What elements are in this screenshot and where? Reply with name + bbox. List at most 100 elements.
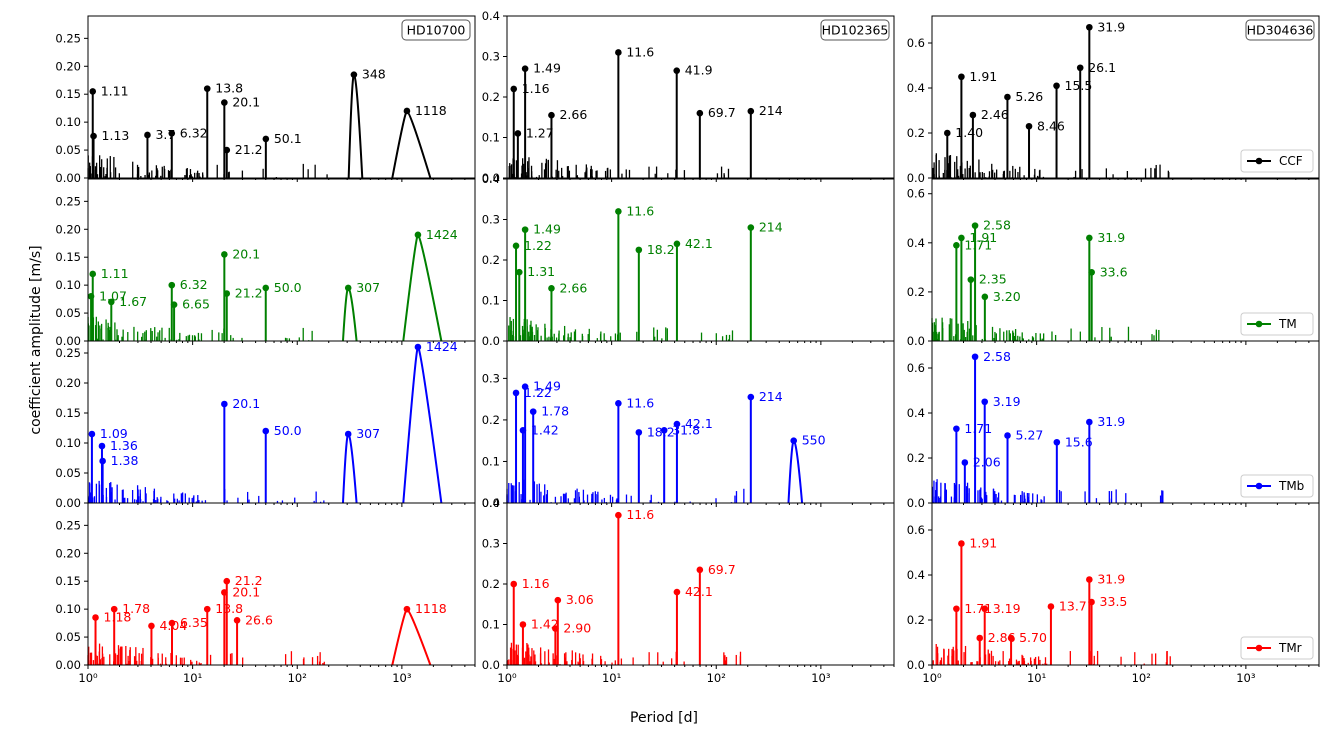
peak-label: 11.6: [626, 203, 654, 218]
peak-label: 2.46: [981, 107, 1009, 122]
peak-label: 15.6: [1065, 434, 1093, 449]
peak-label: 31.9: [1097, 572, 1125, 587]
star-label: HD10700: [407, 23, 466, 38]
peak-label: 6.35: [180, 615, 208, 630]
y-tick-label: 0.20: [55, 59, 81, 73]
peak-marker: [108, 298, 115, 306]
legend-marker: [1255, 482, 1263, 490]
peak-marker: [971, 222, 979, 229]
y-tick-label: 0.6: [907, 36, 925, 50]
y-tick-label: 0.00: [55, 171, 81, 185]
peak-marker: [519, 427, 527, 434]
peak-label: 69.7: [708, 562, 736, 577]
panel-HD304636-TMb: 2.58 3.191.71 2.06 5.27 15.6 31.9 0.0 0.2 0.4 0.6…: [907, 340, 1320, 510]
x-axis-label: Period [d]: [630, 710, 698, 726]
y-tick-label: 0.0: [482, 658, 500, 672]
peak-label: 69.7: [708, 105, 736, 120]
peak-label: 1.40: [955, 125, 983, 140]
peak-envelope: [402, 345, 443, 504]
peak-marker: [615, 511, 622, 519]
panel-HD304636-CCF: 1.91 1.40 2.46 5.26 8.46 15.5 26.1 31.9 0.0 0.2 0.…: [907, 15, 1320, 185]
noise-spikes: [508, 317, 734, 341]
peak-marker: [99, 457, 106, 465]
noise-spikes: [87, 316, 313, 341]
y-tick-label: 0.05: [55, 630, 81, 644]
peak-marker: [1086, 418, 1093, 426]
peak-marker: [1088, 268, 1095, 276]
peak-label: 1.31: [527, 264, 555, 279]
panel-HD10700-CCF: 1.111.13 3.7 6.3213.820.121.250.134811180.…: [55, 15, 476, 185]
y-tick-label: 0.00: [55, 334, 81, 348]
peak-label: 2.35: [979, 272, 1007, 287]
peak-envelope: [341, 286, 358, 342]
peak-label: 18.2: [647, 424, 675, 439]
peak-label: 1.13: [102, 128, 130, 143]
peak-marker: [514, 130, 522, 137]
peak-label: 13.8: [215, 601, 243, 616]
y-tick-label: 0.3: [482, 50, 500, 64]
y-tick-label: 0.4: [907, 81, 925, 95]
peak-marker: [615, 400, 622, 407]
y-axis-label: coefficient amplitude [m/s]: [28, 245, 44, 434]
peak-label: 5.27: [1016, 428, 1044, 443]
star-label-box: [1245, 19, 1315, 41]
peak-label: 307: [356, 426, 380, 441]
y-tick-label: 0.00: [55, 658, 81, 672]
peak-marker: [1088, 598, 1095, 606]
peak-label: 31.9: [1097, 19, 1125, 34]
y-tick-label: 0.4: [482, 9, 500, 23]
peak-label: 1.42: [531, 617, 559, 632]
peak-label: 31.9: [1097, 414, 1125, 429]
peak-label: 1118: [415, 103, 447, 118]
peak-envelope: [391, 608, 432, 666]
peak-marker: [635, 429, 643, 436]
peak-label: 6.32: [180, 277, 208, 292]
peak-marker: [1007, 634, 1015, 642]
y-tick-label: 0.3: [482, 371, 500, 385]
peak-marker: [350, 71, 358, 78]
peak-marker: [967, 276, 975, 283]
peak-marker: [673, 588, 681, 596]
peak-marker: [223, 146, 231, 154]
peak-marker: [696, 566, 704, 574]
peak-label: 1.36: [110, 438, 138, 453]
peak-label: 6.65: [182, 297, 210, 312]
y-tick-label: 0.10: [55, 115, 81, 129]
peak-marker: [92, 614, 99, 621]
y-tick-label: 0.10: [55, 436, 81, 450]
peak-label: 42.1: [685, 236, 713, 251]
peak-label: 1118: [415, 601, 447, 616]
y-tick-label: 0.0: [482, 496, 500, 510]
peak-marker: [615, 208, 622, 215]
panel-HD102365-TM: 1.221.49 1.31 2.66 11.6 18.2 42.1 214 0.0 0.1 0.2…: [482, 172, 895, 348]
peak-marker: [168, 281, 176, 289]
y-tick-label: 0.2: [482, 253, 500, 267]
peak-marker: [1047, 603, 1055, 610]
legend-label: TM: [1278, 317, 1297, 331]
peak-marker: [1053, 82, 1060, 90]
x-tick-label: 10¹: [1027, 671, 1046, 685]
peak-envelope: [402, 233, 443, 342]
peak-label: 3.19: [993, 394, 1021, 409]
peak-marker: [548, 111, 555, 119]
noise-spikes: [932, 153, 1170, 178]
y-tick-label: 0.15: [55, 87, 81, 101]
peak-marker: [747, 224, 755, 231]
y-tick-label: 0.6: [907, 523, 925, 537]
peak-label: 13.8: [215, 81, 243, 96]
peak-label: 6.32: [180, 125, 208, 140]
peak-marker: [148, 622, 155, 630]
peak-marker: [660, 427, 668, 434]
y-tick-label: 0.25: [55, 518, 81, 532]
peak-marker: [548, 285, 555, 292]
peak-label: 1.78: [122, 601, 150, 616]
peak-marker: [512, 242, 520, 250]
peak-label: 1.91: [969, 536, 997, 551]
peak-label: 1.22: [524, 238, 552, 253]
peak-label: 1.38: [111, 453, 139, 468]
peak-label: 1.67: [119, 294, 147, 309]
y-tick-label: 0.10: [55, 602, 81, 616]
x-tick-label: 10¹: [602, 671, 621, 685]
peak-marker: [981, 398, 989, 406]
y-tick-label: 0.2: [482, 413, 500, 427]
